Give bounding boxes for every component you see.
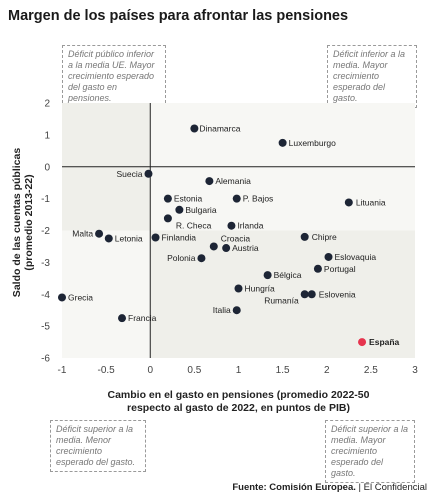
y-tick-label: 0	[44, 162, 50, 173]
x-tick-label: 2.5	[364, 365, 378, 376]
x-tick-label: 1	[236, 365, 242, 376]
point-label: Bélgica	[274, 270, 302, 280]
point-suecia	[144, 169, 153, 178]
point-alemania	[205, 177, 214, 186]
chart-title: Margen de los países para afrontar las p…	[8, 8, 349, 24]
source-label: Fuente: Comisión Europea.	[232, 482, 356, 493]
y-tick-label: -5	[41, 322, 50, 333]
point-eslovaquia	[324, 252, 333, 261]
x-tick-label: -0.5	[98, 365, 116, 376]
point-luxemburgo	[278, 138, 287, 147]
point-rumanía	[300, 290, 309, 299]
point-label: Bulgaria	[185, 205, 216, 215]
point-polonia	[197, 254, 206, 263]
point-label: España	[369, 337, 400, 347]
point-p-bajos	[232, 194, 241, 203]
point-label: Eslovaquia	[335, 252, 377, 262]
point-label: P. Bajos	[243, 194, 274, 204]
point-malta	[95, 229, 104, 238]
x-axis-label-line-2: respecto al gasto de 2022, en puntos de …	[127, 402, 350, 414]
point-italia	[232, 306, 241, 315]
y-ticks: 2 1 0 -1 -2 -3 -4 -5 -6	[41, 99, 50, 365]
point-croacia	[209, 242, 218, 251]
data-points	[58, 124, 367, 347]
point-chipre	[300, 232, 309, 241]
plot-background	[62, 103, 415, 358]
plot-axes	[62, 103, 415, 358]
x-tick-label: 0.5	[187, 365, 201, 376]
point-label: Luxemburgo	[289, 138, 337, 148]
x-tick-label: 0	[147, 365, 153, 376]
y-tick-label: 2	[44, 99, 50, 110]
point-label: Italia	[213, 305, 231, 315]
point-label: Lituania	[356, 197, 386, 207]
y-tick-label: -4	[41, 290, 50, 301]
x-tick-label: 3	[412, 365, 418, 376]
y-tick-label: -6	[41, 354, 50, 365]
point-label: Malta	[72, 229, 93, 239]
note-bottom-left: Déficit superior a la media. Menor creci…	[50, 420, 146, 472]
point-españa	[358, 338, 367, 347]
point-label: Hungría	[245, 284, 276, 294]
point-bélgica	[263, 271, 272, 280]
point-label: Austria	[232, 243, 259, 253]
y-tick-label: -2	[41, 226, 50, 237]
point-eslovenia	[307, 290, 316, 299]
x-tick-label: 2	[324, 365, 330, 376]
y-axis-label-line-1: Saldo de las cuentas públicas	[11, 148, 23, 298]
point-francia	[118, 314, 127, 323]
point-label: Suecia	[116, 169, 142, 179]
shade-bottom-right	[150, 230, 415, 358]
point-label: Estonia	[174, 194, 203, 204]
point-label: Polonia	[167, 253, 196, 263]
point-r-checa	[163, 214, 172, 223]
point-label: Finlandia	[162, 233, 197, 243]
point-portugal	[313, 264, 322, 273]
source-outlet: | El Confidencial	[355, 482, 428, 493]
y-tick-label: -3	[41, 258, 50, 269]
note-bottom-right: Déficit superior a la media. Mayor creci…	[325, 420, 415, 483]
y-tick-label: -1	[41, 194, 50, 205]
y-axis-label-line-2: (promedio 2013-22)	[23, 174, 35, 270]
point-label: Eslovenia	[319, 289, 356, 299]
x-axis-label-line-1: Cambio en el gasto en pensiones (promedi…	[108, 389, 370, 401]
point-label: Alemania	[215, 176, 251, 186]
point-label: R. Checa	[176, 220, 212, 230]
point-estonia	[163, 194, 172, 203]
point-label: Portugal	[324, 264, 356, 274]
point-label: Irlanda	[237, 221, 263, 231]
point-label: Croacia	[221, 233, 251, 243]
point-finlandia	[151, 233, 160, 242]
point-label: Chipre	[312, 232, 337, 242]
point-irlanda	[227, 221, 236, 230]
point-dinamarca	[190, 124, 199, 133]
point-bulgaria	[175, 205, 184, 214]
point-label: Grecia	[68, 292, 93, 302]
point-grecia	[58, 293, 66, 302]
point-label: Letonia	[115, 233, 143, 243]
x-tick-label: 1.5	[276, 365, 290, 376]
point-labels: Dinamarca Luxemburgo Suecia Alemania Estonia…	[68, 124, 400, 348]
point-letonia	[104, 234, 113, 243]
point-hungría	[234, 284, 243, 293]
source-line: Fuente: Comisión Europea. | El Confidenc…	[232, 482, 427, 493]
point-label: Rumanía	[264, 295, 299, 305]
point-label: Francia	[128, 313, 157, 323]
x-tick-label: -1	[58, 365, 67, 376]
x-ticks: -1 -0.5 0 0.5 1 1.5 2 2.5 3	[58, 365, 419, 376]
point-lituania	[344, 198, 353, 207]
point-austria	[222, 244, 231, 253]
point-label: Dinamarca	[199, 124, 240, 134]
y-tick-label: 1	[44, 130, 50, 141]
